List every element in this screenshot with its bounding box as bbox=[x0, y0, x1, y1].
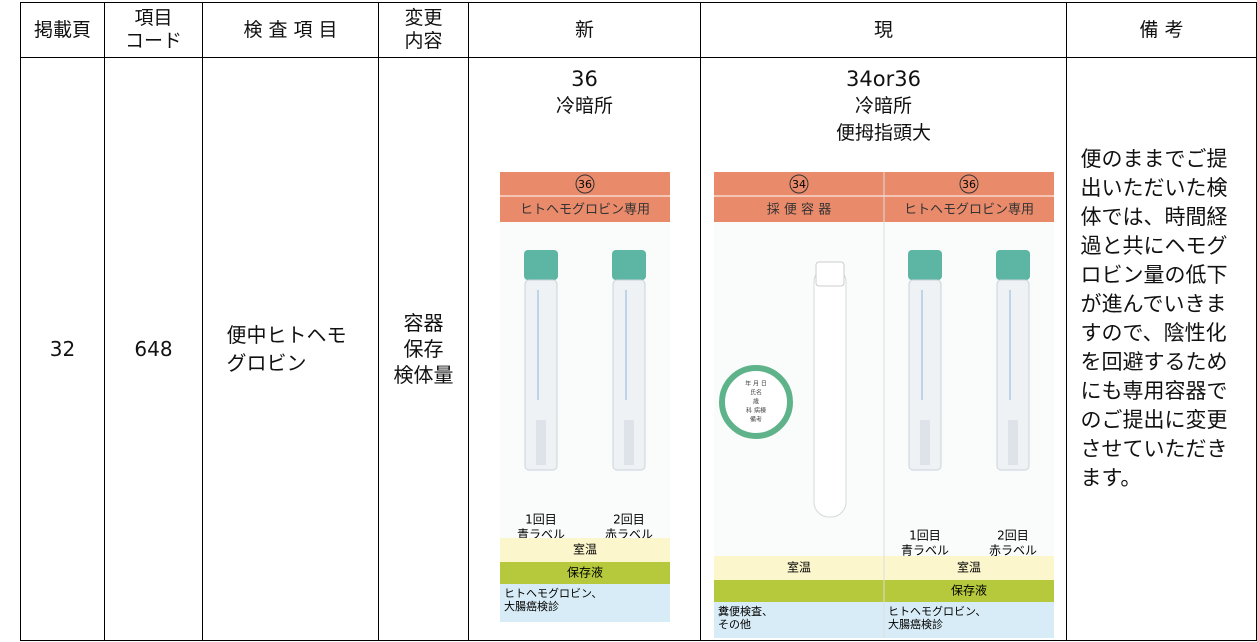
header-cell: 掲載頁 bbox=[20, 2, 105, 58]
round-label-text: 年 月 日 bbox=[745, 380, 767, 388]
tube-label: 青ラベル bbox=[901, 544, 949, 558]
panel-title: ヒトヘモグロビン専用 bbox=[904, 203, 1034, 218]
number-circle bbox=[575, 174, 595, 194]
solution-text: 保存液 bbox=[567, 565, 603, 580]
tube-spoon bbox=[536, 420, 546, 465]
header-line: コード bbox=[124, 30, 182, 52]
header-cell: 備 考 bbox=[1066, 2, 1257, 58]
tube-label: 2回目 bbox=[997, 529, 1029, 543]
storage-band bbox=[500, 538, 670, 562]
panel-number: 36 bbox=[962, 178, 976, 191]
solution-band bbox=[884, 580, 1054, 602]
use-text: 大腸癌検診 bbox=[504, 599, 559, 613]
panel-header bbox=[714, 172, 884, 222]
top-label: 冷暗所 bbox=[555, 95, 613, 117]
remarks-cell: 便のままでご提出いただいた検体では、時間経過と共にヘモグロビン量の低下が進んでい… bbox=[1066, 57, 1257, 641]
use-text: 糞便検査、 bbox=[718, 604, 773, 618]
change-cell: 容器 保存 検体量 bbox=[378, 57, 469, 641]
panel-number: 36 bbox=[578, 178, 592, 191]
header-cell: 検 査 項 目 bbox=[202, 2, 379, 58]
use-band bbox=[500, 584, 670, 622]
header-line: 項目 bbox=[134, 7, 173, 29]
use-band bbox=[884, 602, 1054, 638]
round-label-text: 備考 bbox=[750, 416, 762, 424]
header-row: 掲載頁 項目 コード検 査 項 目変更 内容新現備 考 bbox=[20, 2, 1257, 58]
top-labels: 34or36 冷暗所便拇指頭大 bbox=[701, 66, 1066, 147]
tube-body bbox=[996, 279, 1030, 471]
tube-label: 2回目 bbox=[613, 513, 645, 527]
panel-header bbox=[500, 172, 670, 222]
panel-number: 34 bbox=[792, 178, 806, 191]
number-circle bbox=[789, 174, 809, 194]
storage-band bbox=[714, 556, 884, 580]
change-line: 検体量 bbox=[393, 363, 454, 387]
solution-band bbox=[500, 562, 670, 584]
current-cell: 34or36 冷暗所便拇指頭大 34 採 便 容 器年 月 日氏名歳科 病棟 備考室温糞… bbox=[700, 57, 1067, 641]
panel-title: ヒトヘモグロビン専用 bbox=[520, 203, 650, 218]
use-text: その他 bbox=[718, 618, 751, 631]
tube-cap bbox=[996, 250, 1030, 280]
top-label: 冷暗所 bbox=[854, 95, 912, 117]
use-text: ヒトヘモグロビン、 bbox=[888, 604, 986, 618]
container-image: 36ヒトヘモグロビン専用1回目青ラベル2回目赤ラベル室温保存液ヒトヘモグロビン、… bbox=[500, 172, 670, 622]
tube-cap bbox=[524, 250, 558, 280]
item-text: 便中ヒトヘモグロビン bbox=[226, 323, 347, 375]
header-cell: 現 bbox=[700, 2, 1067, 58]
tube-spoon bbox=[624, 420, 634, 465]
round-label-text: 科 病棟 bbox=[746, 407, 766, 415]
header-line: 内容 bbox=[404, 30, 443, 52]
top-label: 34or36 bbox=[846, 67, 921, 91]
use-band bbox=[714, 602, 884, 638]
change-line: 容器 bbox=[403, 311, 444, 335]
tube-cap bbox=[908, 250, 942, 280]
header-line: 変更 bbox=[404, 7, 443, 29]
tube-spoon bbox=[1008, 420, 1018, 465]
storage-band bbox=[884, 556, 1054, 580]
page-cell: 32 bbox=[20, 57, 105, 641]
tube-body bbox=[612, 279, 646, 471]
use-text: 大腸癌検診 bbox=[888, 617, 943, 631]
solution-text: 保存液 bbox=[951, 583, 987, 598]
remarks-text: 便のままでご提出いただいた検体では、時間経過と共にヘモグロビン量の低下が進んでい… bbox=[1080, 147, 1228, 490]
long-tube-cap bbox=[815, 261, 845, 287]
tube-body bbox=[524, 279, 558, 471]
container-panel: 36ヒトヘモグロビン専用1回目青ラベル2回目赤ラベル室温保存液ヒトヘモグロビン、… bbox=[500, 172, 670, 622]
storage-text: 室温 bbox=[573, 542, 597, 557]
solution-band bbox=[714, 580, 884, 602]
change-line: 保存 bbox=[403, 337, 444, 361]
panel-title: 採 便 容 器 bbox=[767, 202, 831, 218]
tube-cap bbox=[612, 250, 646, 280]
top-label: 36 bbox=[571, 67, 598, 91]
tube-body bbox=[908, 279, 942, 471]
storage-text: 室温 bbox=[957, 560, 981, 575]
use-text: ヒトヘモグロビン、 bbox=[504, 586, 602, 600]
round-label-text: 歳 bbox=[753, 398, 759, 406]
change-table: 掲載頁 項目 コード検 査 項 目変更 内容新現備 考 32 648 便中ヒトヘモグロ… bbox=[20, 2, 1257, 641]
round-label-text: 氏名 bbox=[750, 389, 762, 397]
top-labels: 36 冷暗所 bbox=[469, 66, 700, 120]
storage-text: 室温 bbox=[787, 560, 811, 575]
item-cell: 便中ヒトヘモグロビン bbox=[202, 57, 379, 641]
long-tube bbox=[813, 266, 847, 518]
body-row: 32 648 便中ヒトヘモグロビン 容器 保存 検体量 36 冷暗所 36 ヒトヘモグロビ… bbox=[20, 57, 1257, 641]
round-label bbox=[719, 365, 793, 439]
code-cell: 648 bbox=[104, 57, 203, 641]
number-circle bbox=[959, 174, 979, 194]
header-cell: 変更 内容 bbox=[378, 2, 469, 58]
header-cell: 新 bbox=[468, 2, 701, 58]
tube-label: 1回目 bbox=[525, 513, 557, 527]
tube-label: 赤ラベル bbox=[989, 544, 1037, 558]
header-cell: 項目 コード bbox=[104, 2, 203, 58]
tube-label: 1回目 bbox=[909, 529, 941, 543]
panel-header bbox=[884, 172, 1054, 222]
new-cell: 36 冷暗所 36 ヒトヘモグロビン専用 1回目 青ラベル 2回目 赤ラベル 室温 保存液 ヒトヘモ… bbox=[468, 57, 701, 641]
top-label: 便拇指頭大 bbox=[835, 122, 931, 144]
tube-spoon bbox=[920, 420, 930, 465]
